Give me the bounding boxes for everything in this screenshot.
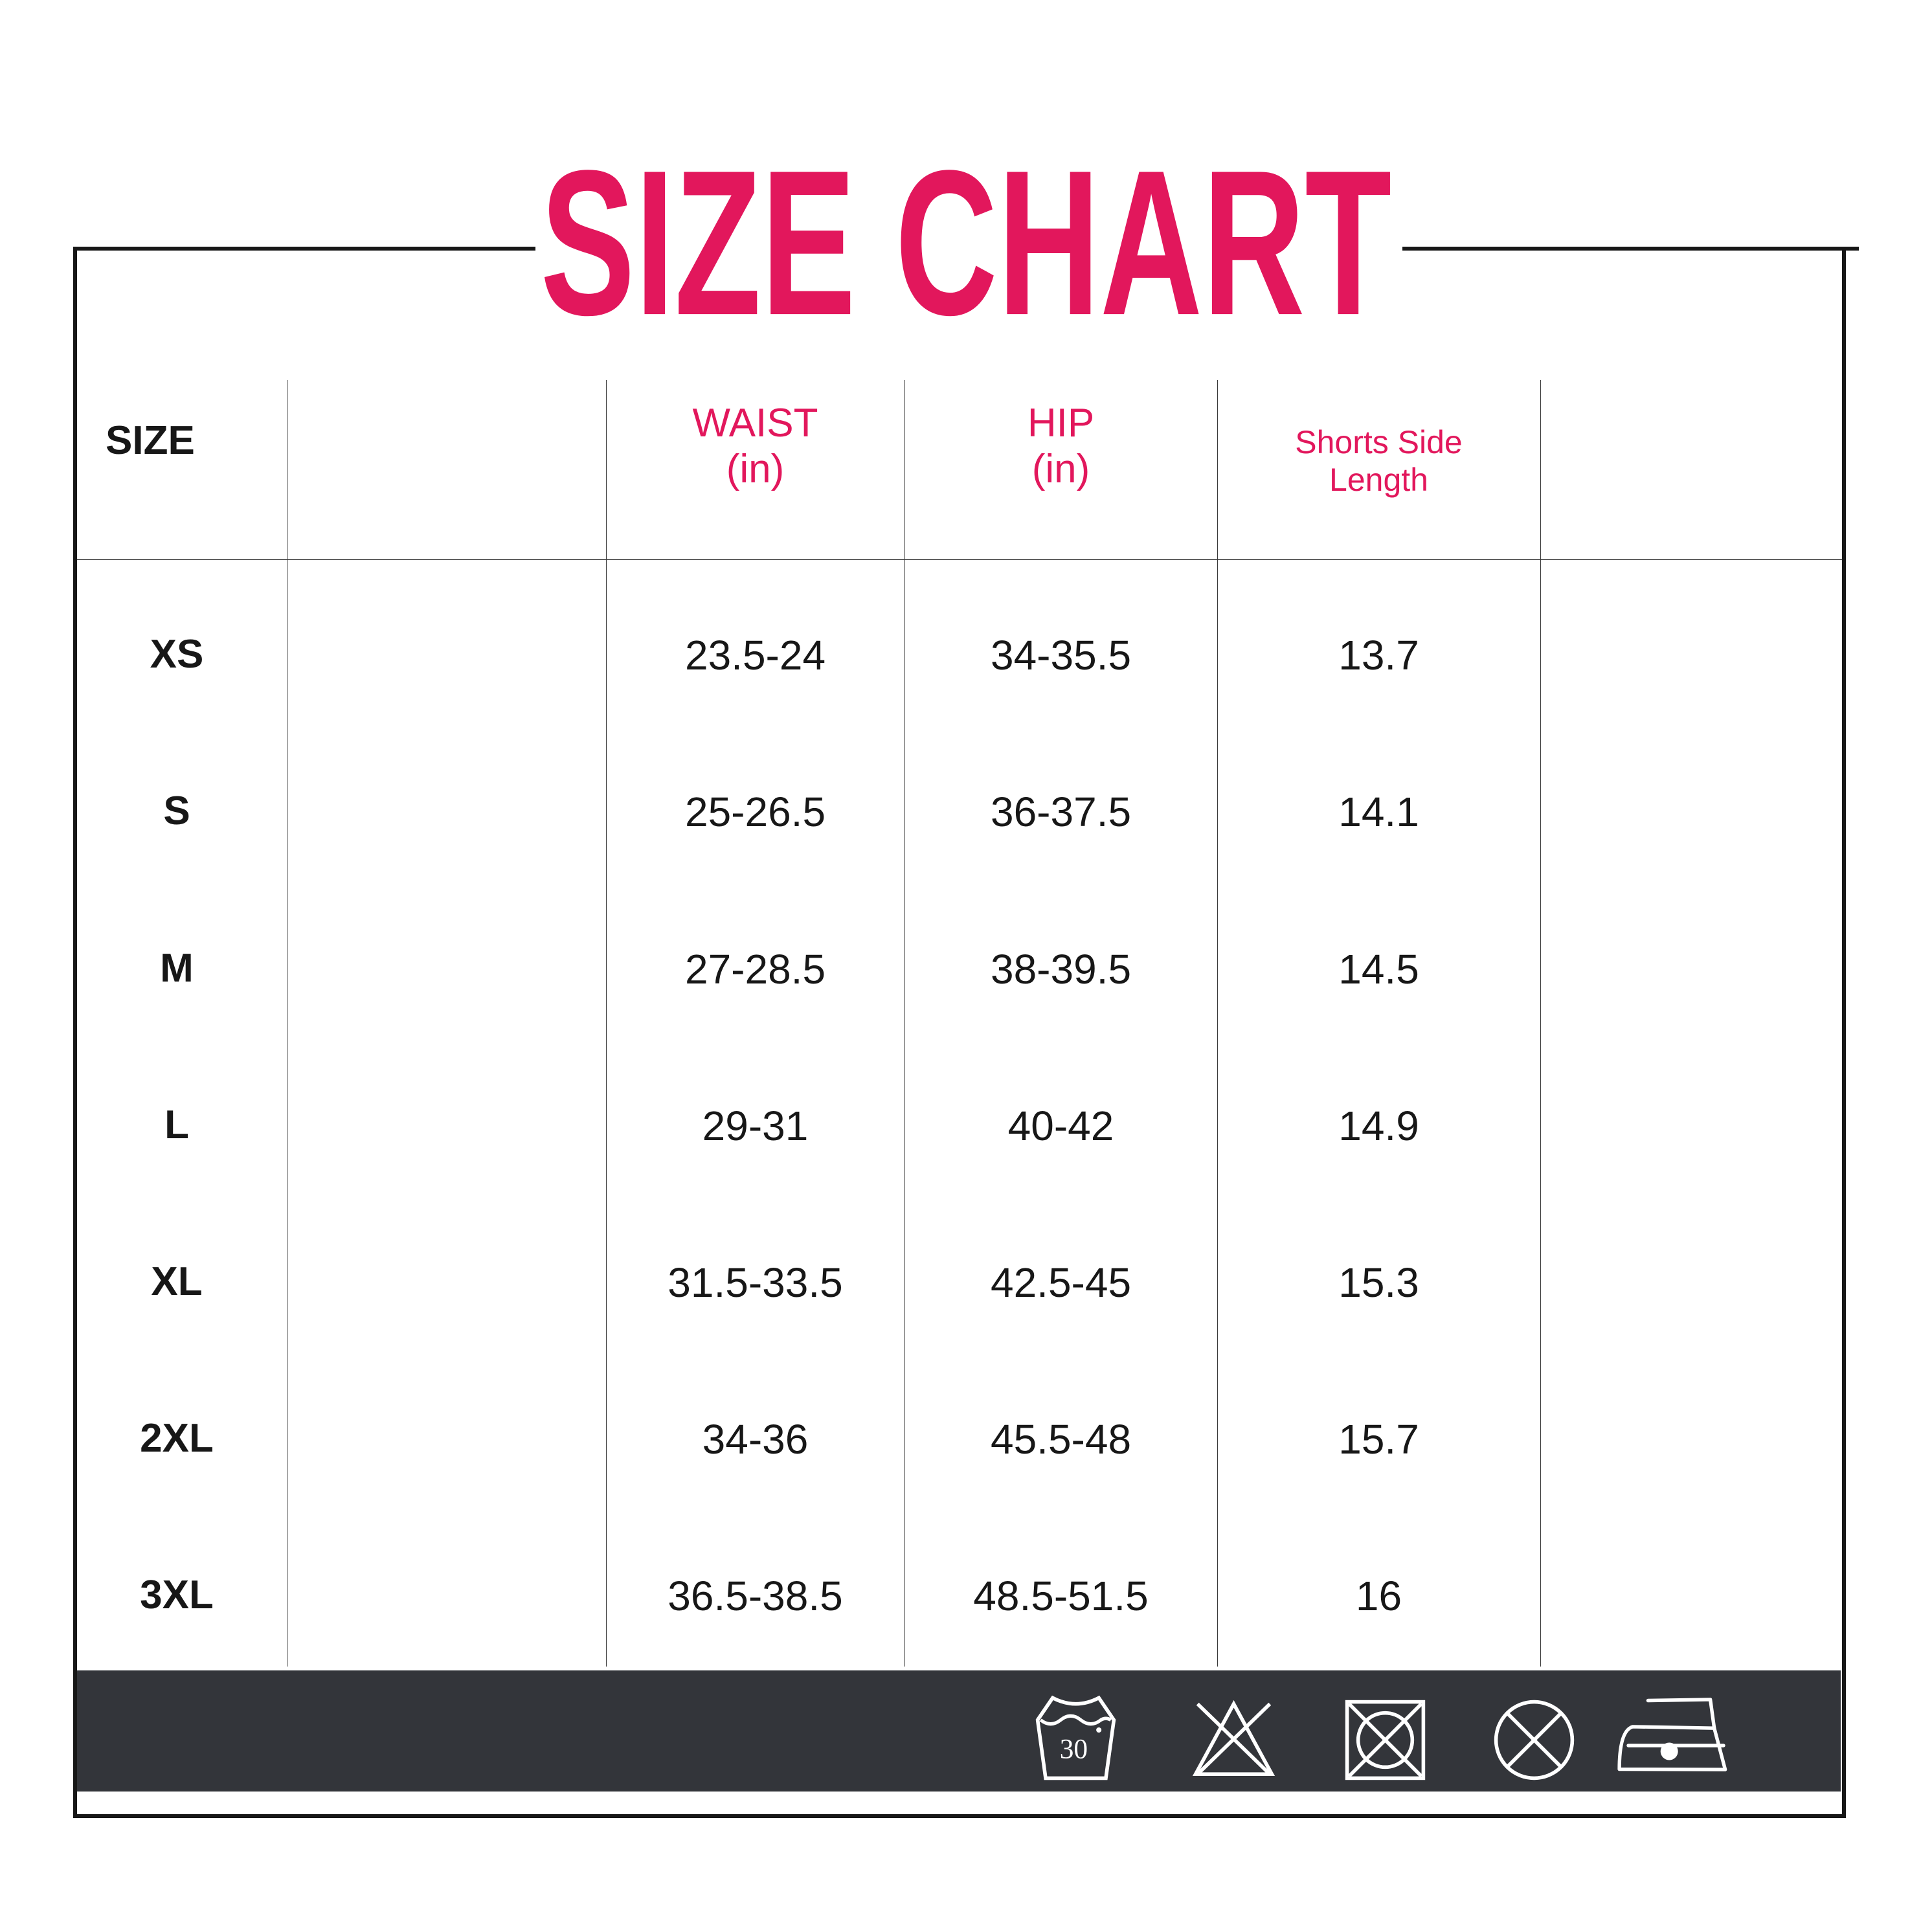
- svg-text:30: 30: [1060, 1733, 1088, 1764]
